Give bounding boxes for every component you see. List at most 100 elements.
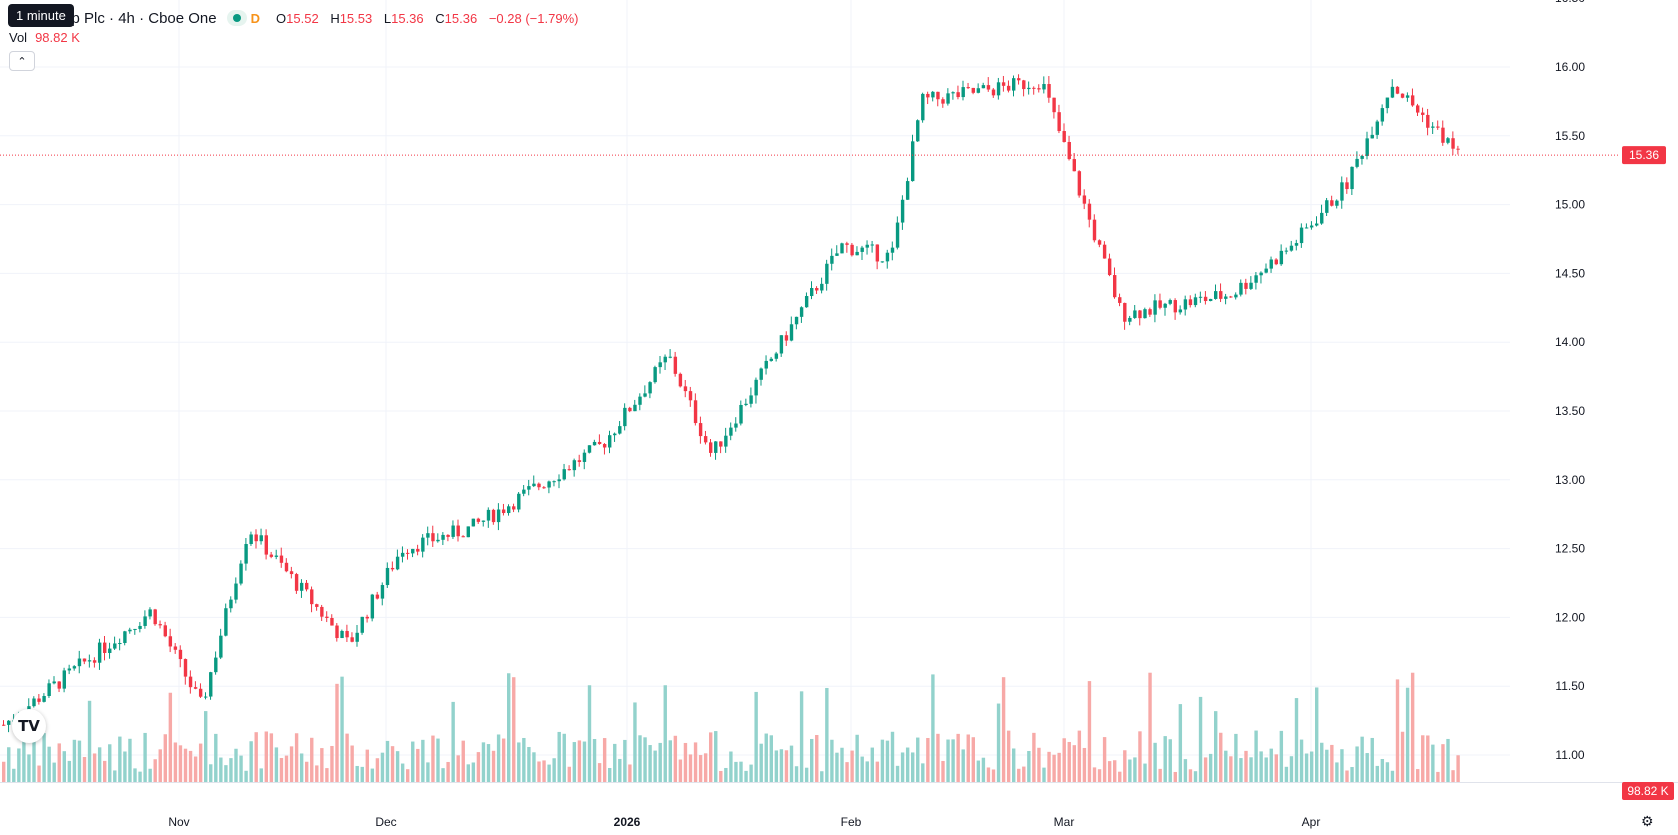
volume-bar: [1294, 698, 1299, 782]
volume-bar: [1082, 747, 1087, 782]
volume-bar: [1426, 735, 1430, 782]
candle-body: [1113, 275, 1117, 298]
candle-body: [224, 608, 228, 636]
volume-bar: [269, 733, 274, 782]
candle-body: [875, 244, 880, 262]
volume-bar: [1375, 765, 1379, 782]
volume-bar: [1320, 742, 1324, 782]
volume-bar: [284, 755, 289, 782]
volume-bar: [613, 743, 617, 782]
volume-bar: [1072, 745, 1076, 782]
volume-bar: [1057, 752, 1061, 782]
volume-bar: [143, 732, 147, 782]
price-tick-label: 13.00: [1555, 473, 1585, 487]
volume-bar: [815, 735, 819, 782]
candle-body: [1355, 158, 1359, 167]
candle-body: [1365, 138, 1369, 156]
volume-bar: [1315, 687, 1319, 782]
volume-bar: [941, 760, 945, 782]
time-tick-label: Nov: [168, 815, 189, 829]
candle-body: [815, 287, 819, 291]
volume-bar: [365, 749, 369, 782]
candle-body: [1385, 97, 1390, 109]
candle-body: [623, 407, 627, 427]
volume-bar: [784, 750, 789, 782]
candle-body: [1456, 148, 1460, 150]
volume-bar: [537, 761, 541, 782]
candle-body: [1143, 309, 1147, 319]
candle-body: [1370, 134, 1374, 139]
candle-body: [1426, 114, 1430, 128]
candle-body: [52, 681, 56, 684]
candle-body: [1052, 97, 1056, 113]
candle-body: [370, 594, 375, 619]
volume-bar: [234, 748, 238, 782]
volume-bar: [1113, 760, 1117, 782]
volume-bar: [1178, 704, 1183, 782]
candle-body: [688, 391, 693, 401]
candle-body: [491, 509, 496, 523]
candle-body: [108, 648, 112, 653]
candle-body: [1239, 282, 1243, 295]
candle-body: [1315, 223, 1319, 226]
delayed-badge[interactable]: D: [250, 10, 261, 26]
candle-body: [1037, 88, 1041, 90]
candle-body: [835, 253, 839, 256]
volume-bar: [1097, 769, 1102, 782]
volume-bar: [890, 731, 895, 782]
settings-gear-icon[interactable]: ⚙: [1641, 813, 1654, 829]
candle-body: [289, 571, 294, 575]
candle-body: [1062, 131, 1066, 142]
candle-body: [239, 563, 243, 584]
time-tick-label: Mar: [1054, 815, 1075, 829]
volume-bar: [204, 711, 208, 782]
candle-body: [1375, 121, 1379, 135]
market-status-icon[interactable]: [226, 10, 247, 26]
price-tick-label: 15.00: [1555, 198, 1585, 212]
candle-body: [587, 445, 592, 453]
tradingview-logo-icon[interactable]: TV: [12, 709, 46, 743]
candle-body: [406, 552, 410, 554]
volume-bar: [1254, 730, 1258, 782]
price-tick-label: 14.00: [1555, 335, 1585, 349]
volume-bar: [168, 692, 173, 782]
candle-body: [138, 625, 142, 629]
volume-bar: [668, 740, 672, 782]
volume-bar: [1168, 739, 1172, 782]
volume-bar: [370, 768, 375, 782]
candle-body: [1264, 268, 1268, 273]
candle-body: [562, 469, 566, 480]
volume-bar: [1133, 757, 1137, 782]
candle-body: [123, 631, 127, 644]
candle-body: [825, 263, 829, 284]
candle-body: [360, 616, 364, 633]
volume-bar: [916, 737, 920, 782]
collapse-legend-button[interactable]: ⌃: [9, 51, 35, 71]
candle-body: [188, 676, 193, 688]
volume-bar: [1446, 738, 1450, 782]
candle-body: [754, 379, 758, 396]
price-tick-label: 14.50: [1555, 266, 1585, 280]
volume-bar: [82, 756, 87, 782]
volume-bar: [577, 740, 582, 782]
candle-body: [67, 668, 72, 671]
volume-bar: [153, 759, 157, 782]
candle-body: [269, 554, 274, 557]
volume-bar: [895, 765, 900, 782]
candle-body: [501, 509, 506, 514]
candle-body: [1400, 93, 1405, 98]
volume-bar: [1032, 732, 1036, 782]
candle-body: [441, 534, 445, 540]
volume-bar: [491, 750, 496, 782]
volume-bar: [123, 751, 127, 782]
volume-bar: [426, 762, 430, 782]
candle-body: [1294, 243, 1299, 246]
volume-bar: [618, 758, 622, 782]
candle-body: [1330, 200, 1334, 206]
candle-body: [537, 483, 541, 488]
candle-body: [895, 222, 900, 248]
volume-bar: [305, 761, 309, 782]
volume-bar: [693, 742, 698, 782]
price-tick-label: 11.00: [1555, 748, 1584, 762]
